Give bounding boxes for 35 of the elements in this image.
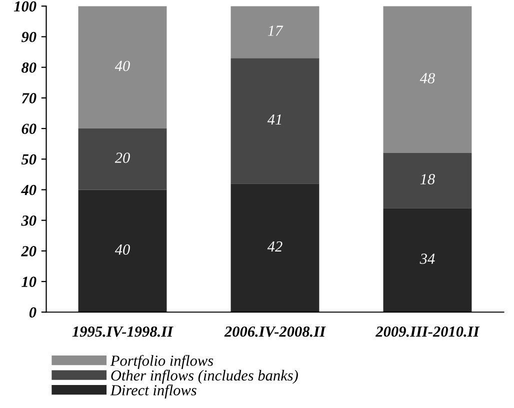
y-tick-label: 70 [22, 93, 36, 104]
data-label: 40 [114, 244, 130, 255]
data-label: 48 [420, 73, 435, 84]
data-label: 34 [420, 254, 435, 264]
legend-label: Direct inflows [110, 384, 196, 399]
legend-label: Portfolio inflows [110, 354, 214, 369]
bar [78, 6, 167, 129]
y-tick-label: 30 [21, 215, 36, 226]
y-tick-label: 100 [14, 1, 36, 12]
bar [230, 6, 320, 58]
y-tick-label: 10 [22, 276, 36, 287]
data-label: 18 [420, 174, 435, 184]
y-tick-label: 60 [22, 124, 36, 134]
data-label: 41 [267, 114, 281, 125]
y-tick-label: 40 [21, 184, 36, 196]
legend-label: Other inflows (includes banks) [111, 370, 298, 384]
y-tick-label: 20 [21, 246, 36, 256]
bar [383, 208, 472, 312]
data-label: 20 [114, 152, 130, 163]
bar [383, 153, 472, 208]
x-tick-label: 2006.IV-2008.II [224, 326, 326, 337]
x-tick-label: 1995.IV-1998.II [72, 326, 174, 337]
y-tick-label: 90 [21, 32, 36, 42]
y-tick-label: 0 [29, 307, 36, 318]
bar [78, 190, 167, 312]
bar [383, 6, 472, 153]
bar [230, 184, 320, 312]
x-tick-label: 2009.III-2010.II [376, 326, 480, 337]
data-label: 42 [267, 241, 282, 252]
y-tick-label: 80 [22, 62, 36, 73]
y-tick-label: 50 [21, 154, 36, 165]
data-label: 17 [268, 26, 284, 36]
bar [78, 128, 167, 190]
data-label: 40 [114, 60, 130, 72]
bar [230, 58, 320, 184]
